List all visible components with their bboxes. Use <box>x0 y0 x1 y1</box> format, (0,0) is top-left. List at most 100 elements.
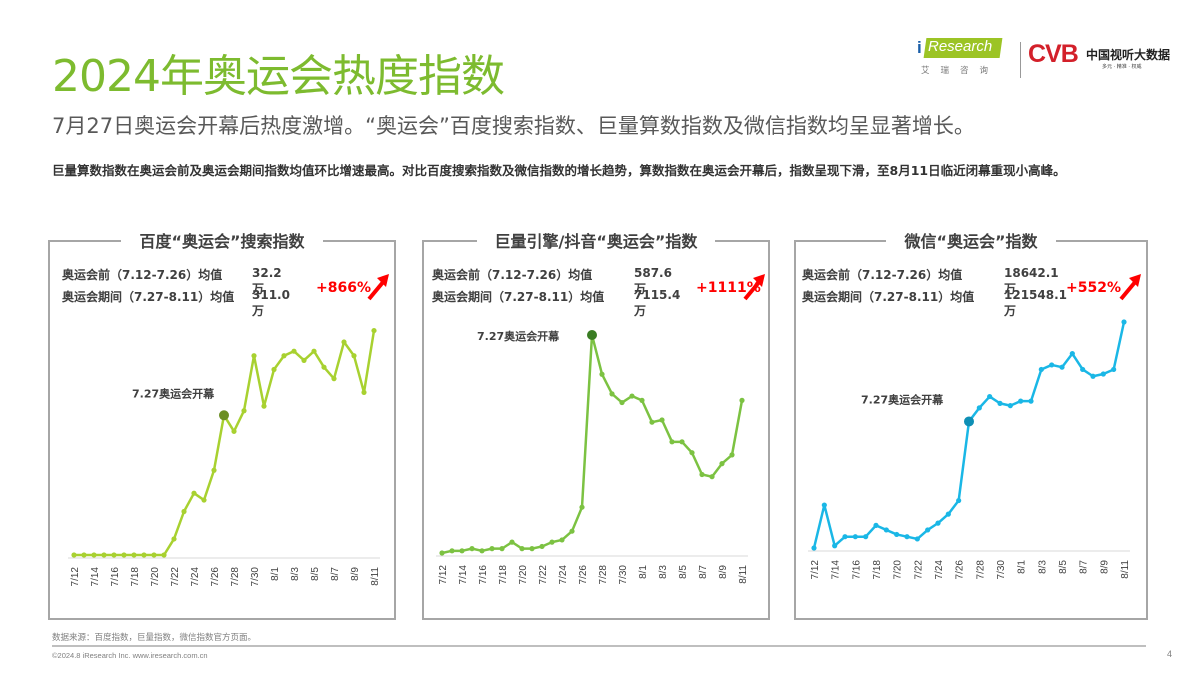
svg-text:7.27奥运会开幕: 7.27奥运会开幕 <box>861 392 944 406</box>
svg-text:8/9: 8/9 <box>350 567 361 581</box>
svg-text:7/20: 7/20 <box>518 565 529 585</box>
douyin-index-panel: 巨量引擎/抖音“奥运会”指数 奥运会前（7.12-7.26）均值 587.6万 … <box>422 232 770 620</box>
wechat-line-chart: 7.27奥运会开幕 7/12 7/14 7/16 7/18 7/20 7/22 7/24 7/2… <box>808 319 1131 580</box>
svg-text:8/1: 8/1 <box>270 567 281 581</box>
svg-text:7/22: 7/22 <box>538 565 549 585</box>
iresearch-logo: i Research 艾瑞咨询 <box>915 36 1015 82</box>
svg-text:7/16: 7/16 <box>110 567 121 587</box>
page-description: 巨量算数指数在奥运会前及奥运会期间指数均值环比增速最高。对比百度搜索指数及微信指… <box>52 163 1066 178</box>
svg-text:7/30: 7/30 <box>996 560 1007 580</box>
growth-arrow-icon <box>367 274 389 301</box>
panel-stats: 奥运会前（7.12-7.26）均值 587.6万 奥运会期间（7.27-8.11… <box>432 266 680 318</box>
cvb-logo-text: CVB <box>1028 40 1079 68</box>
svg-text:8/7: 8/7 <box>330 567 341 581</box>
panel-title: 巨量引擎/抖音“奥运会”指数 <box>424 228 768 252</box>
stat-during-value: 121548.1万 <box>1004 288 1068 318</box>
page-title: 2024年奥运会热度指数 <box>52 51 505 102</box>
logo-separator <box>1020 42 1021 78</box>
svg-text:7/30: 7/30 <box>250 567 261 587</box>
svg-text:7/20: 7/20 <box>893 560 904 580</box>
stat-during-label: 奥运会期间（7.27-8.11）均值 <box>802 290 975 304</box>
svg-text:7/24: 7/24 <box>190 567 201 587</box>
svg-text:7/16: 7/16 <box>478 565 489 585</box>
panel-title: 百度“奥运会”搜索指数 <box>50 228 394 252</box>
iresearch-logo-text: Research <box>928 38 993 55</box>
svg-text:7/12: 7/12 <box>810 560 821 580</box>
svg-text:8/5: 8/5 <box>1058 560 1069 574</box>
svg-text:8/3: 8/3 <box>1037 560 1048 574</box>
svg-text:8/7: 8/7 <box>698 565 709 579</box>
svg-text:7/26: 7/26 <box>955 560 966 580</box>
data-source-note: 数据来源：百度指数，巨量指数，微信指数官方页面。 <box>52 633 257 643</box>
cvb-logo-cn: 中国视听大数据 <box>1086 48 1171 62</box>
svg-text:8/11: 8/11 <box>1120 560 1131 579</box>
svg-text:7/18: 7/18 <box>498 565 509 585</box>
wechat-index-panel: 微信“奥运会”指数 奥运会前（7.12-7.26）均值 18642.1万 奥运会… <box>794 232 1148 620</box>
svg-text:7/14: 7/14 <box>458 565 469 585</box>
panel-title-text: 巨量引擎/抖音“奥运会”指数 <box>476 232 716 251</box>
panel-stats: 奥运会前（7.12-7.26）均值 18642.1万 奥运会期间（7.27-8.… <box>802 266 1067 318</box>
svg-text:7/14: 7/14 <box>90 567 101 587</box>
stat-pre-label: 奥运会前（7.12-7.26）均值 <box>432 268 593 282</box>
svg-text:7.27奥运会开幕: 7.27奥运会开幕 <box>132 386 215 400</box>
growth-badge: +866% <box>316 280 371 296</box>
svg-text:7/28: 7/28 <box>230 567 241 587</box>
growth-arrow-icon <box>743 274 765 301</box>
douyin-line-chart: 7.27奥运会开幕 7/12 7/14 7/16 7/18 7/20 7/22 7/24 7/2… <box>436 329 749 585</box>
svg-text:7/26: 7/26 <box>210 567 221 587</box>
stat-during-label: 奥运会期间（7.27-8.11）均值 <box>432 290 605 304</box>
growth-arrow-icon <box>1119 274 1141 301</box>
baidu-index-panel: 百度“奥运会”搜索指数 奥运会前（7.12-7.26）均值 32.2万 奥运会期… <box>48 232 396 620</box>
stat-pre-label: 奥运会前（7.12-7.26）均值 <box>62 268 223 282</box>
svg-text:7/22: 7/22 <box>913 560 924 580</box>
panel-title: 微信“奥运会”指数 <box>796 228 1146 252</box>
svg-text:8/9: 8/9 <box>718 565 729 579</box>
panel-stats: 奥运会前（7.12-7.26）均值 32.2万 奥运会期间（7.27-8.11）… <box>62 266 290 318</box>
svg-text:8/11: 8/11 <box>738 565 749 584</box>
svg-text:7/24: 7/24 <box>934 560 945 580</box>
cvb-logo-sub: 多元 · 精准 · 权威 <box>1102 64 1142 70</box>
stat-pre-label: 奥运会前（7.12-7.26）均值 <box>802 268 963 282</box>
svg-text:7/30: 7/30 <box>618 565 629 585</box>
stat-during-label: 奥运会期间（7.27-8.11）均值 <box>62 290 235 304</box>
svg-text:7/26: 7/26 <box>578 565 589 585</box>
svg-text:8/3: 8/3 <box>290 567 301 581</box>
stat-during-value: 311.0万 <box>252 288 290 318</box>
iresearch-logo-i: i <box>917 38 922 57</box>
stat-pre-value: 32.2万 <box>252 266 282 296</box>
svg-text:8/9: 8/9 <box>1099 560 1110 574</box>
svg-text:8/5: 8/5 <box>678 565 689 579</box>
svg-text:8/1: 8/1 <box>1017 560 1028 574</box>
svg-text:7/12: 7/12 <box>70 567 81 587</box>
stat-during: 奥运会期间（7.27-8.11）均值 7115.4万 <box>432 288 680 318</box>
stat-during: 奥运会期间（7.27-8.11）均值 121548.1万 <box>802 288 1067 318</box>
baidu-line-chart: 7.27奥运会开幕 7/12 7/14 7/16 7/18 7/20 7/22 7/24 7/2… <box>68 327 381 587</box>
stat-during-value: 7115.4万 <box>634 288 681 318</box>
svg-text:8/1: 8/1 <box>638 565 649 579</box>
svg-text:8/5: 8/5 <box>310 567 321 581</box>
stat-during: 奥运会期间（7.27-8.11）均值 311.0万 <box>62 288 290 318</box>
svg-text:7/28: 7/28 <box>598 565 609 585</box>
svg-text:7/14: 7/14 <box>831 560 842 580</box>
stat-pre: 奥运会前（7.12-7.26）均值 18642.1万 <box>802 266 1059 296</box>
svg-text:7/18: 7/18 <box>872 560 883 580</box>
stat-pre: 奥运会前（7.12-7.26）均值 32.2万 <box>62 266 282 296</box>
copyright: ©2024.8 iResearch Inc. www.iresearch.com… <box>52 651 208 660</box>
footer-divider <box>52 645 1146 647</box>
svg-text:7/24: 7/24 <box>558 565 569 585</box>
panel-title-text: 百度“奥运会”搜索指数 <box>121 232 323 251</box>
page-subtitle: 7月27日奥运会开幕后热度激增。“奥运会”百度搜索指数、巨量算数指数及微信指数均… <box>52 114 975 138</box>
stat-pre-value: 18642.1万 <box>1004 266 1059 296</box>
growth-badge: +1111% <box>696 280 761 296</box>
svg-text:7/20: 7/20 <box>150 567 161 587</box>
iresearch-logo-cn: 艾瑞咨询 <box>921 66 1000 76</box>
page-number: 4 <box>1167 649 1173 659</box>
panel-title-text: 微信“奥运会”指数 <box>886 232 1056 251</box>
svg-text:7.27奥运会开幕: 7.27奥运会开幕 <box>477 329 560 343</box>
svg-text:8/11: 8/11 <box>370 567 381 586</box>
svg-text:7/28: 7/28 <box>975 560 986 580</box>
svg-text:7/22: 7/22 <box>170 567 181 587</box>
svg-text:8/3: 8/3 <box>658 565 669 579</box>
svg-text:7/12: 7/12 <box>438 565 449 585</box>
svg-text:7/18: 7/18 <box>130 567 141 587</box>
